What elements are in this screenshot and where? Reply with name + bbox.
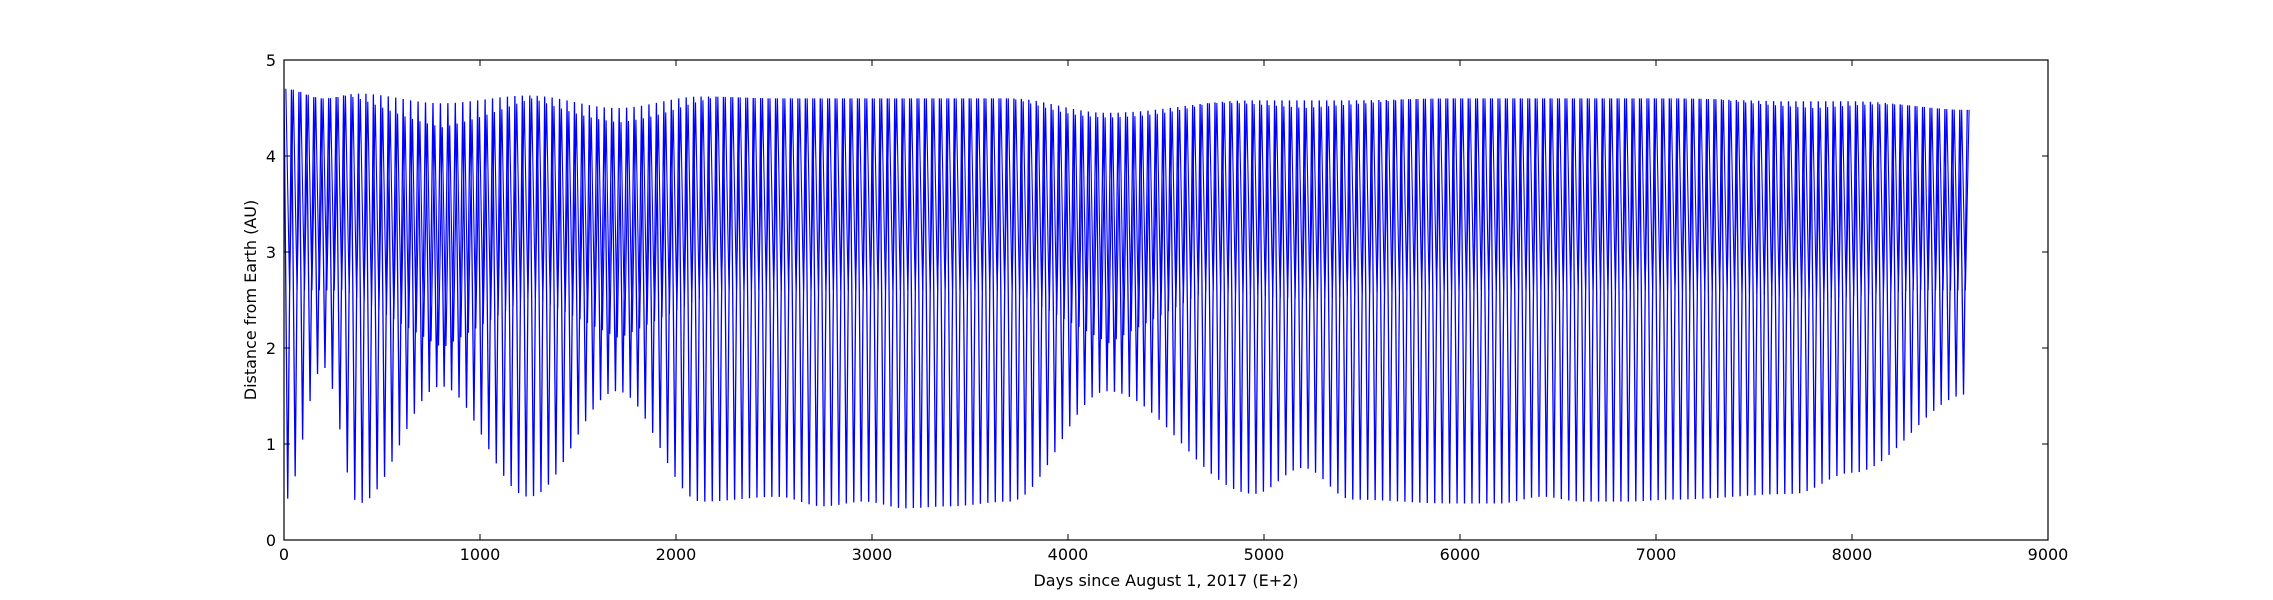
x-tick-label: 2000	[656, 545, 697, 564]
y-tick-label: 0	[266, 531, 276, 550]
x-tick-label: 9000	[2028, 545, 2069, 564]
x-tick-label: 6000	[1440, 545, 1481, 564]
y-axis-title: Distance from Earth (AU)	[241, 200, 260, 401]
x-axis: 0 1000 2000 3000 4000 5000 6000 7000 8000 9000	[279, 60, 2068, 564]
y-tick-label: 4	[266, 147, 276, 166]
y-tick-label: 2	[266, 339, 276, 358]
y-tick-label: 1	[266, 435, 276, 454]
y-tick-label: 5	[266, 51, 276, 70]
x-tick-label: 5000	[1244, 545, 1285, 564]
y-axis: 0 1 2 3 4 5	[266, 51, 2048, 550]
series-line-outer	[284, 88, 1968, 509]
x-tick-label: 1000	[460, 545, 501, 564]
series-line-inner	[285, 88, 1970, 347]
data-series	[284, 88, 1970, 509]
x-tick-label: 0	[279, 545, 289, 564]
plot-frame	[283, 59, 2049, 541]
x-tick-label: 3000	[852, 545, 893, 564]
x-tick-label: 7000	[1636, 545, 1677, 564]
x-tick-label: 8000	[1832, 545, 1873, 564]
x-axis-title: Days since August 1, 2017 (E+2)	[1033, 571, 1298, 590]
x-tick-label: 4000	[1048, 545, 1089, 564]
y-tick-label: 3	[266, 243, 276, 262]
